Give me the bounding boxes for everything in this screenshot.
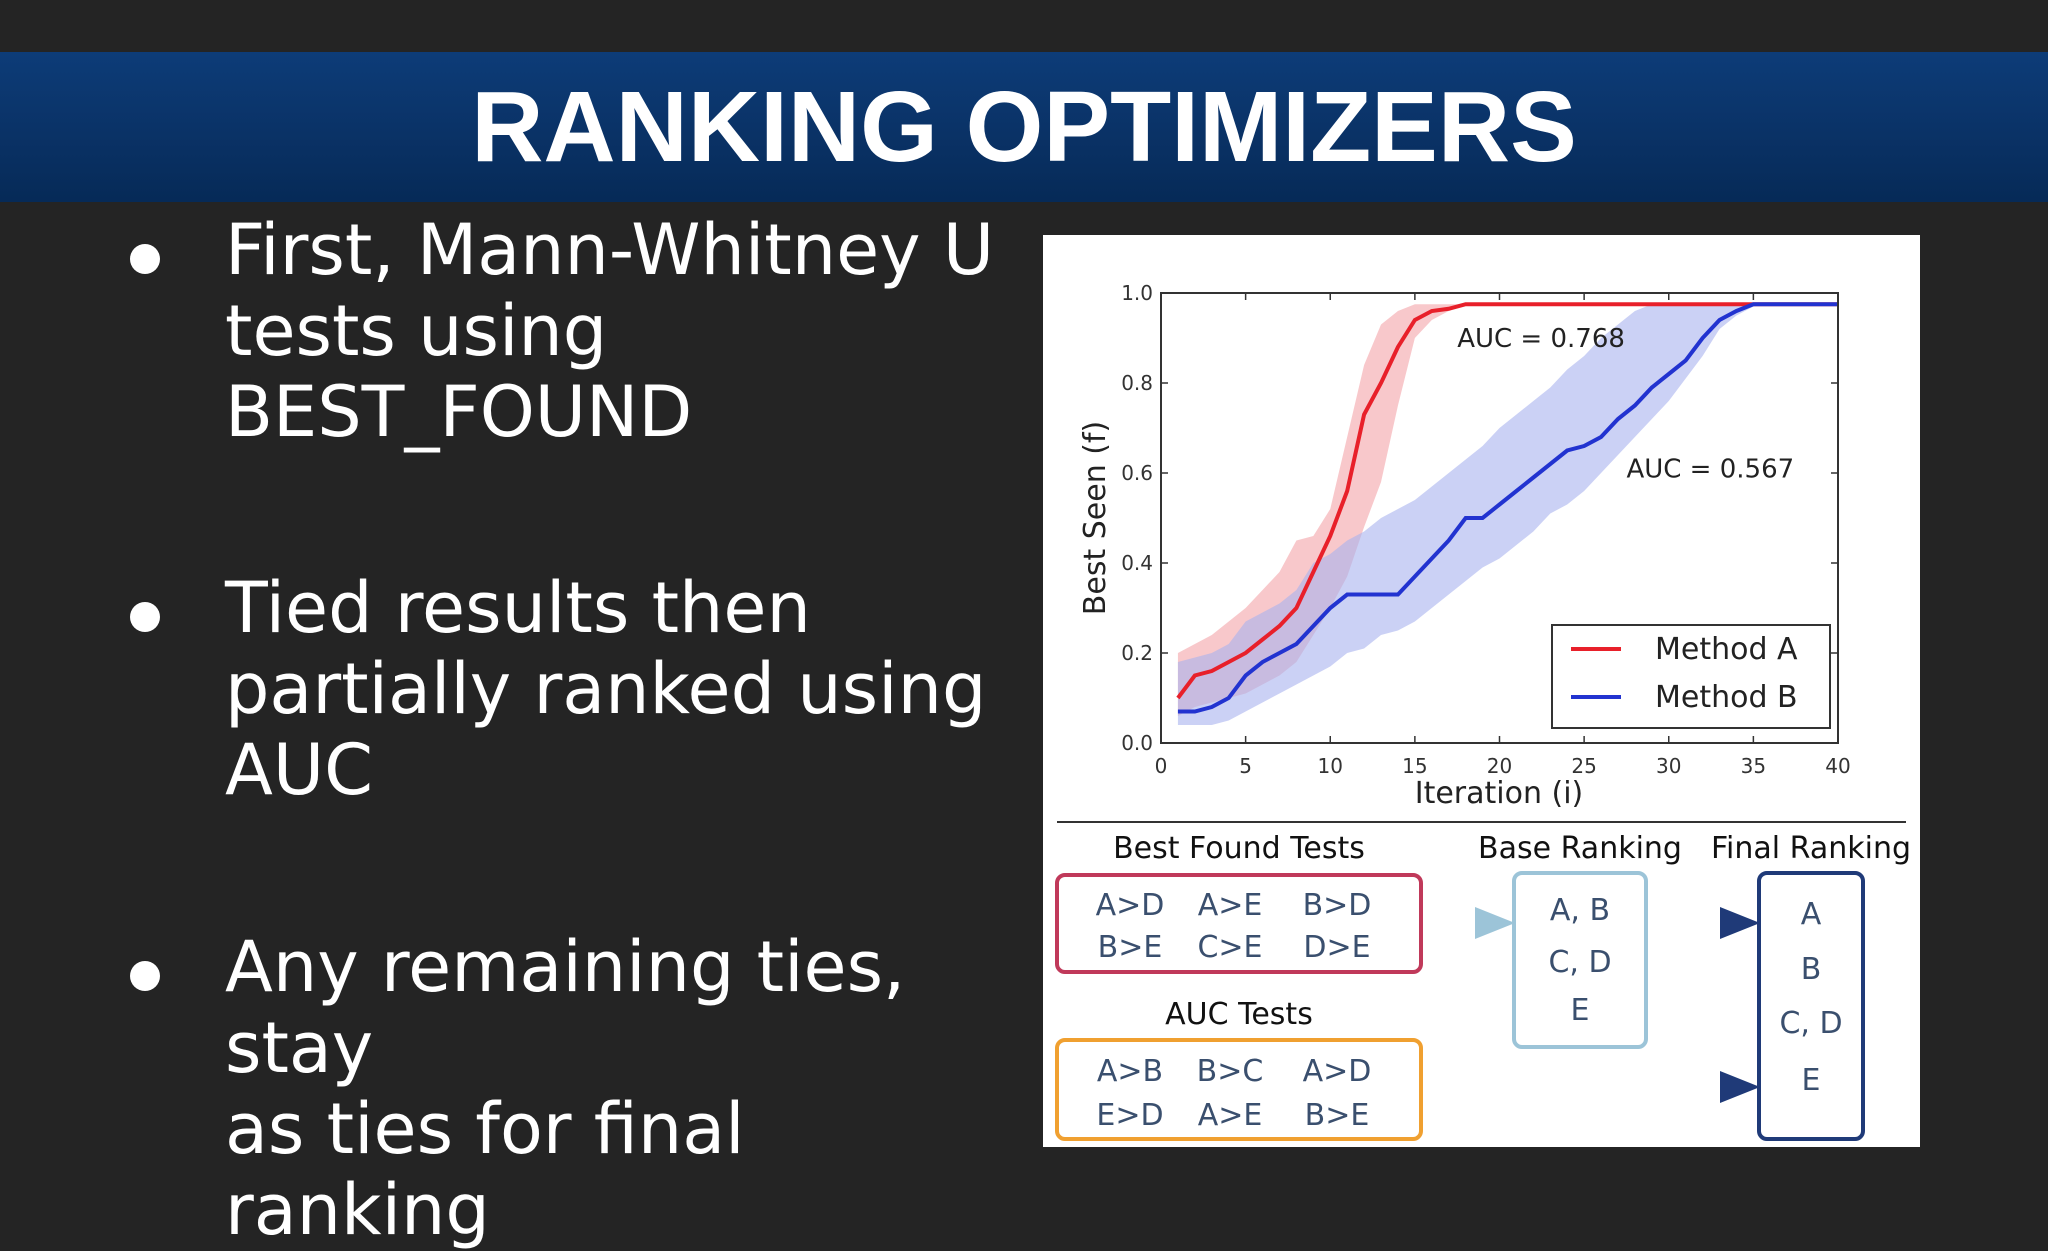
test-result: A>D bbox=[1096, 888, 1165, 923]
legend-box bbox=[1551, 624, 1831, 729]
ranking-diagram: Best Found Tests Base Ranking Final Rank… bbox=[1055, 831, 1911, 1141]
bullet-line: Tied results then bbox=[225, 567, 811, 649]
series-line-0 bbox=[1176, 302, 1838, 700]
figure-svg: 0 5 10 15 20 25 30 35 40 0.0 0.2 0.4 0.6 0.8 1.0 Iter… bbox=[1055, 281, 1911, 1141]
test-result: B>E bbox=[1098, 930, 1163, 965]
title-banner: RANKING OPTIMIZERS bbox=[0, 52, 2048, 202]
bullet-line: tests using bbox=[225, 290, 608, 372]
test-result: A>D bbox=[1303, 1054, 1372, 1089]
rank-entry: C, D bbox=[1779, 1006, 1842, 1041]
x-tick-label: 25 bbox=[1571, 754, 1596, 778]
rank-entry: A bbox=[1801, 897, 1822, 932]
bullet-line: Any remaining ties, stay bbox=[225, 926, 906, 1089]
x-tick-label: 5 bbox=[1239, 754, 1252, 778]
x-tick-label: 35 bbox=[1741, 754, 1766, 778]
y-axis-label: Best Seen (f) bbox=[1078, 421, 1113, 615]
test-result: A>E bbox=[1198, 888, 1263, 923]
rank-entry: E bbox=[1802, 1063, 1821, 1098]
test-result: B>E bbox=[1305, 1098, 1370, 1133]
base-ranking-box bbox=[1512, 871, 1648, 1049]
x-tick-label: 30 bbox=[1656, 754, 1681, 778]
x-tick-label: 15 bbox=[1402, 754, 1427, 778]
test-result: C>E bbox=[1197, 930, 1262, 965]
y-tick-label: 0.0 bbox=[1121, 731, 1153, 755]
final-ranking-box bbox=[1757, 871, 1865, 1141]
bullet-line: partially ranked using bbox=[225, 648, 987, 730]
auc-tests-box bbox=[1055, 1038, 1423, 1141]
y-tick-label: 0.4 bbox=[1121, 551, 1153, 575]
x-tick-label: 10 bbox=[1318, 754, 1343, 778]
confidence-band-1 bbox=[1177, 304, 1838, 725]
bullet-line: AUC bbox=[225, 729, 373, 811]
bullet-line: First, Mann-Whitney U bbox=[225, 209, 995, 291]
rank-entry: B bbox=[1801, 952, 1822, 987]
bullet-line: as ties for final ranking bbox=[225, 1088, 745, 1251]
y-tick-label: 0.8 bbox=[1121, 371, 1153, 395]
test-result: D>E bbox=[1303, 930, 1370, 965]
slide-title: RANKING OPTIMIZERS bbox=[471, 71, 1577, 183]
best-found-heading: Best Found Tests bbox=[1113, 831, 1365, 866]
x-tick-label: 0 bbox=[1155, 754, 1168, 778]
line-chart: 0 5 10 15 20 25 30 35 40 0.0 0.2 0.4 0.6 0.8 1.0 Iter… bbox=[1078, 281, 1851, 811]
x-axis-label: Iteration (i) bbox=[1415, 776, 1584, 811]
best-found-box bbox=[1055, 873, 1423, 974]
test-result: A>B bbox=[1097, 1054, 1163, 1089]
final-ranking-heading: Final Ranking bbox=[1711, 831, 1911, 866]
test-result: A>E bbox=[1198, 1098, 1263, 1133]
legend-label-method-a: Method A bbox=[1655, 632, 1798, 667]
x-tick-label: 40 bbox=[1825, 754, 1850, 778]
test-result: B>C bbox=[1197, 1054, 1264, 1089]
legend: Method A Method B bbox=[1551, 624, 1831, 729]
rank-entry: E bbox=[1571, 993, 1590, 1028]
y-tick-label: 1.0 bbox=[1121, 281, 1153, 305]
auc-annotation-b: AUC = 0.567 bbox=[1626, 455, 1794, 485]
base-ranking-heading: Base Ranking bbox=[1478, 831, 1682, 866]
y-tick-label: 0.2 bbox=[1121, 641, 1153, 665]
x-tick-label: 20 bbox=[1487, 754, 1512, 778]
series-line-1 bbox=[1177, 302, 1838, 714]
auc-tests-heading: AUC Tests bbox=[1165, 997, 1313, 1032]
legend-label-method-b: Method B bbox=[1655, 680, 1798, 715]
bullet-dot-icon bbox=[130, 961, 160, 991]
auc-annotation-a: AUC = 0.768 bbox=[1457, 324, 1625, 354]
figure-panel: 0 5 10 15 20 25 30 35 40 0.0 0.2 0.4 0.6 0.8 1.0 Iter… bbox=[1043, 235, 1920, 1147]
test-result: B>D bbox=[1303, 888, 1372, 923]
rank-entry: A, B bbox=[1550, 893, 1610, 928]
bullet-dot-icon bbox=[130, 602, 160, 632]
bullet-dot-icon bbox=[130, 244, 160, 274]
test-result: E>D bbox=[1096, 1098, 1163, 1133]
y-tick-label: 0.6 bbox=[1121, 461, 1153, 485]
bullet-line: BEST_FOUND bbox=[225, 371, 693, 453]
rank-entry: C, D bbox=[1548, 945, 1611, 980]
